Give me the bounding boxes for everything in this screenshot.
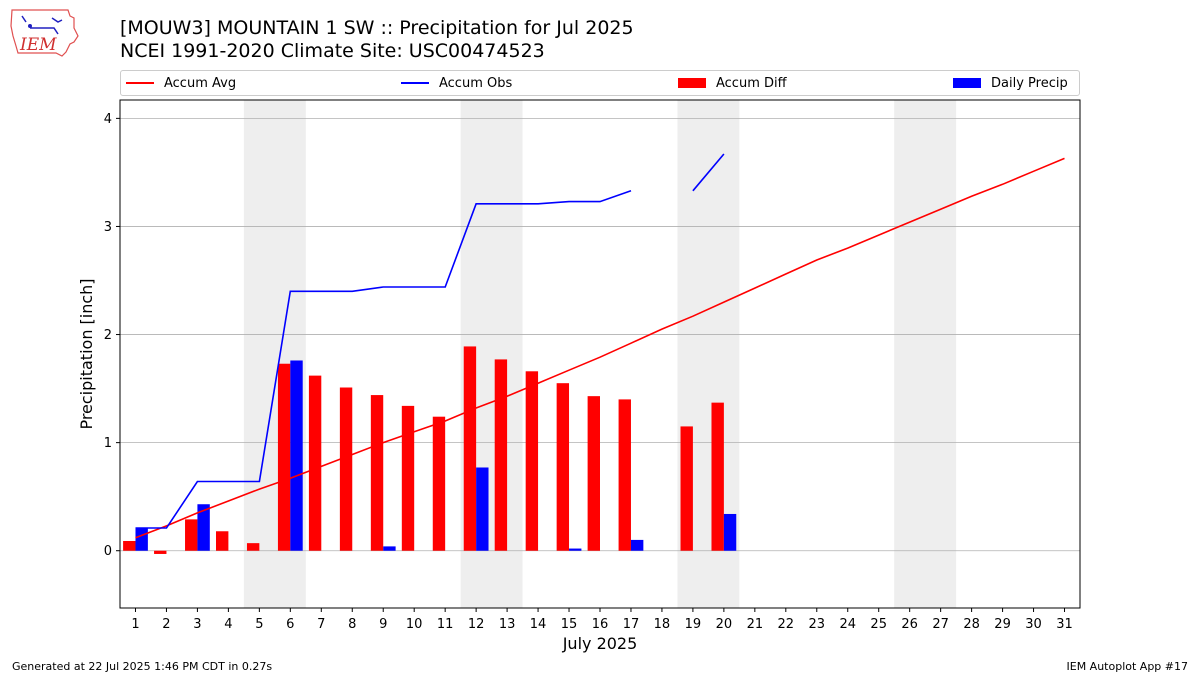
weekend-band-4 xyxy=(894,100,957,608)
x-tick-label-20: 20 xyxy=(716,617,733,632)
daily-precip-bar-1 xyxy=(135,528,148,551)
x-tick-label-16: 16 xyxy=(592,617,609,632)
accum-diff-bar-10 xyxy=(401,405,415,551)
legend-swatch-accum-obs xyxy=(401,82,429,84)
accum-obs-line-segment-2 xyxy=(692,153,725,192)
x-tick-label-4: 4 xyxy=(224,617,232,632)
x-tick-label-5: 5 xyxy=(255,617,263,632)
accum-diff-bar-12 xyxy=(463,346,477,551)
accum-avg-line-segment-1 xyxy=(135,157,1065,539)
title-line-2: NCEI 1991-2020 Climate Site: USC00474523 xyxy=(120,40,545,62)
x-tick-label-1: 1 xyxy=(131,617,139,632)
footer-app: IEM Autoplot App #17 xyxy=(1066,660,1189,673)
x-tick-label-26: 26 xyxy=(901,617,918,632)
accum-diff-bar-11 xyxy=(432,416,446,551)
daily-precip-bar-12 xyxy=(476,467,489,551)
accum-diff-bar-15 xyxy=(556,383,570,551)
chart-title: [MOUW3] MOUNTAIN 1 SW :: Precipitation f… xyxy=(120,17,634,63)
daily-precip-bar-3 xyxy=(197,504,210,551)
x-tick-label-13: 13 xyxy=(499,617,516,632)
daily-precip-bar-15 xyxy=(569,548,582,551)
x-tick-label-29: 29 xyxy=(994,617,1011,632)
legend-swatch-accum-avg xyxy=(126,82,154,84)
accum-diff-bar-19 xyxy=(680,426,693,551)
legend-item-daily-precip: Daily Precip xyxy=(953,74,1068,92)
x-axis-label: July 2025 xyxy=(562,634,638,653)
daily-precip-bar-20 xyxy=(723,513,737,551)
legend-item-accum-avg: Accum Avg xyxy=(126,74,236,92)
legend-swatch-daily-precip xyxy=(953,78,981,88)
accum-diff-bar-9 xyxy=(370,395,384,551)
x-tick-label-3: 3 xyxy=(193,617,201,632)
y-tick-label-0: 0 xyxy=(104,544,112,559)
legend-swatch-accum-diff xyxy=(678,78,706,88)
y-tick-label-2: 2 xyxy=(104,328,112,343)
x-tick-label-11: 11 xyxy=(437,617,454,632)
x-tick-label-30: 30 xyxy=(1025,617,1042,632)
daily-precip-bar-17 xyxy=(630,539,644,551)
accum-diff-bar-16 xyxy=(587,396,600,551)
legend-item-accum-obs: Accum Obs xyxy=(401,74,512,92)
logo-text: IEM xyxy=(19,35,57,55)
x-tick-label-12: 12 xyxy=(468,617,485,632)
daily-precip-bar-6 xyxy=(290,360,303,551)
legend-item-accum-diff: Accum Diff xyxy=(678,74,787,92)
accum-diff-bar-14 xyxy=(525,371,539,551)
x-tick-label-7: 7 xyxy=(317,617,325,632)
x-tick-label-6: 6 xyxy=(286,617,294,632)
y-tick-label-4: 4 xyxy=(104,112,112,127)
x-tick-label-18: 18 xyxy=(654,617,671,632)
daily-precip-bar-9 xyxy=(383,546,396,551)
accum-diff-bar-5 xyxy=(246,543,260,551)
y-axis-label: Precipitation [inch] xyxy=(77,278,96,429)
accum-diff-bar-1 xyxy=(123,540,136,551)
x-tick-label-28: 28 xyxy=(963,617,980,632)
x-tick-label-22: 22 xyxy=(778,617,795,632)
x-tick-label-15: 15 xyxy=(561,617,578,632)
x-tick-label-14: 14 xyxy=(530,617,547,632)
accum-diff-bar-4 xyxy=(216,531,229,551)
iem-logo: IEM xyxy=(10,9,79,57)
accum-diff-bar-6 xyxy=(277,363,291,551)
x-tick-label-25: 25 xyxy=(870,617,887,632)
legend-label-daily-precip: Daily Precip xyxy=(991,75,1068,91)
plot-frame xyxy=(119,99,1081,609)
x-tick-label-8: 8 xyxy=(348,617,356,632)
x-tick-label-24: 24 xyxy=(839,617,856,632)
accum-diff-bar-13 xyxy=(494,359,508,551)
x-tick-label-9: 9 xyxy=(379,617,387,632)
legend-label-accum-avg: Accum Avg xyxy=(164,75,237,91)
legend-label-accum-diff: Accum Diff xyxy=(716,75,787,91)
accum-obs-line-segment-1 xyxy=(135,190,632,529)
accum-diff-bar-8 xyxy=(339,387,353,551)
accum-diff-bar-2 xyxy=(154,550,167,554)
accum-diff-bar-17 xyxy=(618,399,631,551)
x-tick-label-10: 10 xyxy=(406,617,423,632)
y-tick-label-1: 1 xyxy=(104,436,112,451)
x-tick-label-17: 17 xyxy=(623,617,640,632)
legend-label-accum-obs: Accum Obs xyxy=(439,75,513,91)
x-tick-label-31: 31 xyxy=(1056,617,1073,632)
chart-legend: Accum Avg Accum Obs Accum Diff Daily Pre… xyxy=(120,70,1080,96)
footer-generated: Generated at 22 Jul 2025 1:46 PM CDT in … xyxy=(12,660,273,673)
x-tick-label-23: 23 xyxy=(809,617,826,632)
x-tick-label-19: 19 xyxy=(685,617,702,632)
x-tick-label-2: 2 xyxy=(162,617,170,632)
y-tick-label-3: 3 xyxy=(104,220,112,235)
title-line-1: [MOUW3] MOUNTAIN 1 SW :: Precipitation f… xyxy=(120,17,634,39)
x-tick-label-27: 27 xyxy=(932,617,949,632)
accum-diff-bar-3 xyxy=(185,519,198,551)
accum-diff-bar-7 xyxy=(308,375,322,551)
x-tick-label-21: 21 xyxy=(747,617,764,632)
accum-diff-bar-20 xyxy=(711,402,724,551)
